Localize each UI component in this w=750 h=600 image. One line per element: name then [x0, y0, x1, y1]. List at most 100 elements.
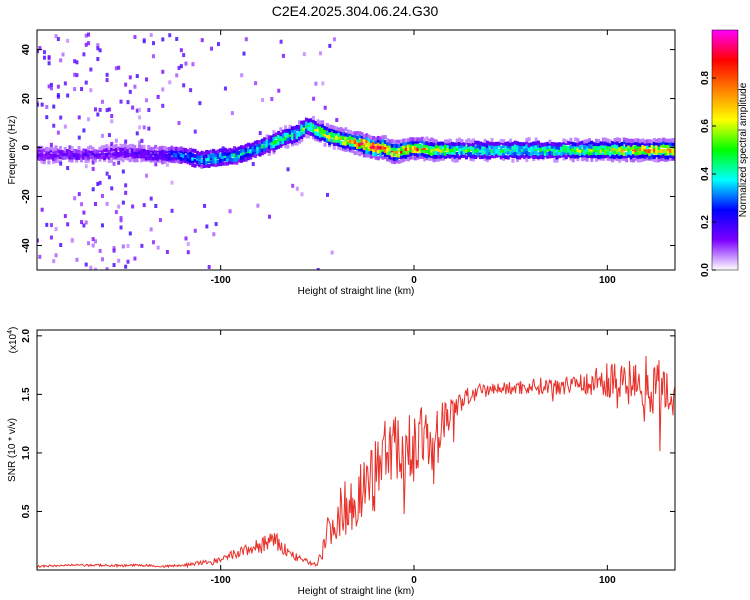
spectrogram-cell — [525, 150, 529, 155]
spectrogram-cell — [198, 163, 202, 168]
spectrogram-cell — [179, 159, 183, 164]
spectrogram-cell — [293, 125, 297, 130]
spectrogram-cell — [87, 241, 91, 246]
spectrogram-cell — [416, 143, 420, 148]
spectrogram-cell — [509, 153, 513, 158]
spectrogram-cell — [550, 154, 554, 159]
spectrogram-cell — [77, 135, 81, 140]
spectrogram-cell — [606, 156, 610, 161]
colorbar-axis: 0.00.20.40.60.8 — [700, 71, 716, 277]
spectrogram-cell — [54, 34, 58, 39]
spectrogram-cell — [272, 148, 276, 153]
spectrogram-cell — [641, 138, 645, 143]
spectrogram-cell — [263, 147, 267, 152]
spectrogram-cell — [239, 155, 243, 160]
spectrogram-cell — [546, 141, 550, 146]
spectrogram-cell — [335, 138, 339, 143]
spectrogram-cell — [293, 130, 297, 135]
spectrogram-cell — [423, 153, 427, 158]
spectrogram-cell — [205, 160, 209, 165]
spectrogram-cell — [550, 151, 554, 156]
spectrogram-cell — [249, 143, 253, 148]
spectrogram-cell — [135, 154, 139, 159]
spectrogram-cell — [622, 140, 626, 145]
spectrogram-cell — [662, 143, 666, 148]
spectrogram-cell — [191, 62, 195, 67]
spectrogram-cell — [318, 129, 322, 134]
spectrogram-cell — [133, 144, 137, 149]
spectrogram-cell — [567, 148, 571, 153]
spectrogram-cell — [458, 137, 462, 142]
spectrogram-cell — [395, 146, 399, 151]
spectrogram-cell — [168, 33, 172, 38]
spectrogram-cell — [89, 150, 93, 155]
spectrogram-cell — [156, 147, 160, 152]
spectrogram-cell — [469, 142, 473, 147]
spectrogram-cell — [662, 157, 666, 162]
spectrogram-cell — [221, 157, 225, 162]
spectrogram-cell — [135, 150, 139, 155]
spectrogram-cell — [555, 150, 559, 155]
spectrogram-cell — [291, 142, 294, 147]
spectrogram-cell — [193, 163, 197, 168]
spectrogram-cell — [181, 147, 185, 152]
spectrogram-cell — [576, 154, 580, 159]
spectrogram-cell — [420, 139, 424, 144]
spectrogram-cell — [91, 237, 95, 242]
spectrogram-cell — [349, 142, 352, 147]
spectrogram-cell — [198, 154, 202, 159]
spectrogram-cell — [576, 150, 580, 155]
spectrogram-cell — [312, 96, 316, 101]
spectrogram-cell — [520, 145, 524, 150]
spectrogram-cell — [161, 153, 165, 158]
spectrogram-cell — [137, 154, 141, 159]
spectrogram-cell — [369, 154, 373, 159]
spectrogram-cell — [553, 142, 557, 147]
spectrogram-cell — [620, 145, 624, 150]
spectrogram-cell — [161, 149, 165, 154]
spectrogram-cell — [342, 128, 346, 133]
spectrogram-cell — [518, 148, 522, 153]
spectrogram-cell — [548, 139, 552, 144]
spectrogram-cell — [123, 156, 127, 161]
spectrogram-cell — [179, 48, 183, 53]
spectrogram-cell — [360, 138, 364, 143]
spectrogram-cell — [239, 158, 243, 163]
spectrogram-cell — [91, 148, 95, 153]
spectrogram-cell — [138, 140, 142, 145]
spectrogram-cell — [451, 141, 455, 146]
spectrogram-cell — [297, 124, 301, 129]
spectrogram-cell — [620, 141, 624, 146]
spectrogram-cell — [98, 153, 102, 158]
spectrogram-cell — [265, 147, 269, 152]
spectrogram-cell — [534, 137, 538, 142]
spectrogram-cell — [455, 144, 459, 149]
spectrogram-cell — [124, 183, 128, 188]
spectrogram-cell — [411, 151, 415, 156]
spectrogram-cell — [453, 146, 457, 151]
spectrogram-cell — [467, 148, 471, 153]
spectrogram-cell — [615, 153, 619, 158]
spectrogram-cell — [673, 148, 675, 153]
spectrogram-cell — [307, 130, 311, 135]
spectrogram-cell — [316, 267, 320, 270]
spectrogram-cell — [121, 158, 125, 163]
spectrogram-cell — [131, 148, 135, 153]
spectrogram-cell — [86, 156, 90, 161]
spectrogram-cell — [138, 107, 142, 112]
spectrogram-cell — [286, 130, 290, 135]
spectrogram-cell — [89, 153, 93, 158]
spectrogram-cell — [158, 150, 162, 155]
x-tick-label: -100 — [211, 275, 231, 286]
spectrogram-cell — [246, 142, 250, 147]
spectrogram-cell — [374, 145, 378, 150]
spectrogram-cell — [72, 155, 76, 160]
spectrogram-cell — [557, 154, 561, 159]
spectrogram-cell — [263, 140, 267, 145]
spectrogram-cell — [402, 147, 406, 152]
spectrogram-cell — [161, 103, 165, 108]
spectrogram-cell — [571, 158, 575, 163]
spectrogram-cell — [641, 140, 645, 145]
spectrogram-cell — [277, 88, 281, 93]
spectrogram-cell — [444, 151, 448, 156]
